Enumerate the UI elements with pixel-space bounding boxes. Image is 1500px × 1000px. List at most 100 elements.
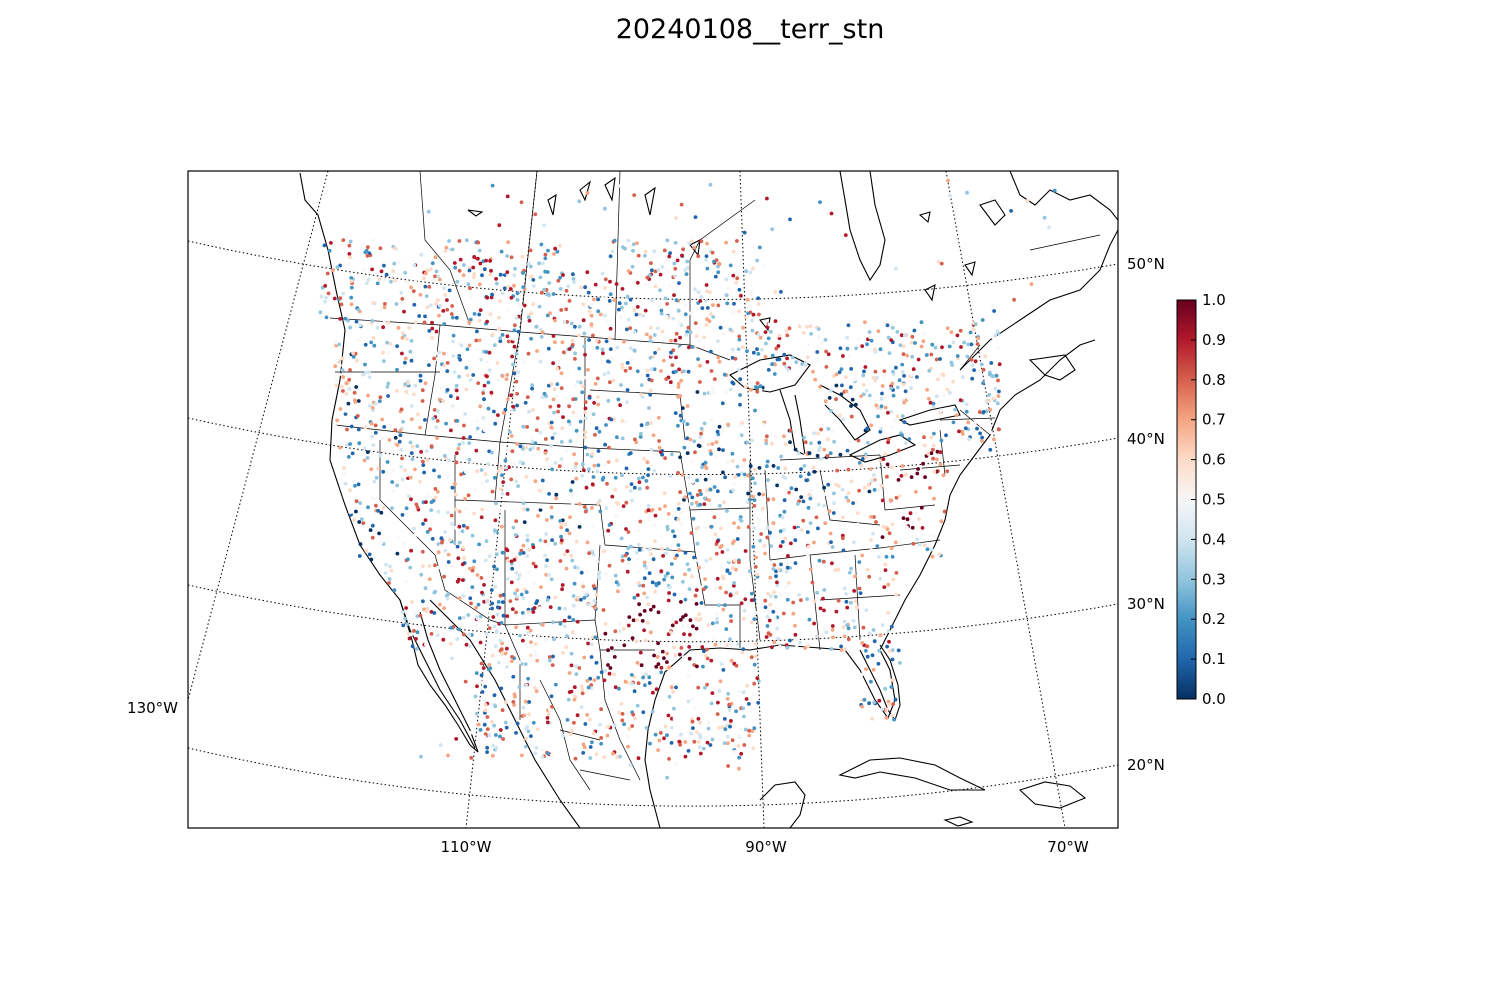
station-point — [547, 655, 552, 659]
station-point — [593, 432, 597, 437]
station-point — [651, 690, 655, 695]
station-point — [567, 671, 572, 675]
station-point — [642, 563, 647, 568]
station-point — [551, 397, 556, 402]
station-point — [522, 451, 527, 456]
station-point — [348, 368, 352, 372]
station-point — [481, 666, 486, 670]
station-point — [583, 400, 588, 405]
station-point — [753, 565, 758, 569]
station-point — [543, 553, 547, 558]
station-point — [766, 336, 771, 341]
station-point — [518, 633, 522, 638]
station-point — [890, 554, 895, 559]
station-point — [643, 253, 647, 258]
station-point — [872, 515, 876, 519]
station-point — [514, 610, 518, 615]
station-point — [1042, 215, 1047, 220]
station-point — [742, 230, 747, 235]
station-point — [761, 492, 766, 497]
station-point — [550, 705, 554, 709]
station-point — [467, 441, 472, 445]
station-point — [652, 469, 657, 473]
station-point — [470, 568, 475, 573]
station-point — [485, 295, 490, 300]
station-point — [543, 256, 548, 261]
station-point — [972, 368, 976, 372]
station-point — [531, 278, 536, 282]
station-point — [732, 521, 736, 525]
station-point — [932, 469, 937, 474]
station-point — [979, 423, 984, 428]
station-point — [773, 594, 778, 599]
station-point — [490, 753, 495, 758]
station-point — [953, 407, 957, 412]
station-point — [676, 517, 681, 522]
station-point — [861, 625, 866, 630]
station-point — [924, 353, 929, 357]
station-point — [392, 588, 397, 593]
station-point — [381, 350, 385, 355]
station-point — [511, 525, 516, 530]
station-point — [801, 499, 806, 504]
station-point — [807, 451, 812, 456]
station-point — [468, 566, 472, 571]
station-point — [439, 385, 443, 390]
station-point — [883, 686, 888, 691]
station-point — [544, 518, 549, 522]
station-point — [406, 557, 410, 562]
station-point — [536, 514, 540, 518]
station-point — [772, 563, 777, 567]
station-point — [637, 547, 642, 552]
station-point — [574, 539, 579, 544]
station-point — [639, 468, 644, 473]
station-point — [758, 387, 763, 392]
station-point — [375, 325, 380, 330]
station-point — [450, 565, 455, 569]
station-point — [652, 249, 657, 254]
station-point — [844, 495, 849, 500]
station-point — [702, 496, 707, 501]
station-point — [743, 385, 748, 389]
station-point — [823, 521, 828, 526]
station-point — [718, 325, 723, 330]
station-point — [834, 383, 839, 388]
station-point — [493, 584, 498, 589]
station-point — [522, 713, 527, 718]
station-point — [547, 281, 552, 285]
station-point — [653, 284, 658, 289]
station-point — [583, 285, 587, 290]
station-point — [890, 713, 895, 718]
station-point — [385, 384, 390, 389]
station-point — [735, 276, 740, 281]
station-point — [349, 276, 354, 280]
station-point — [741, 521, 745, 526]
station-point — [756, 516, 761, 521]
station-point — [565, 528, 569, 532]
station-point — [410, 444, 415, 449]
station-point — [542, 287, 546, 292]
station-point — [563, 522, 568, 527]
station-point — [395, 367, 399, 372]
station-point — [626, 317, 631, 322]
station-point — [979, 362, 984, 367]
station-point — [908, 511, 913, 516]
station-point — [752, 503, 757, 508]
station-point — [528, 248, 533, 253]
station-point — [334, 379, 339, 384]
station-point — [344, 409, 348, 413]
station-point — [625, 561, 630, 566]
station-point — [773, 433, 778, 438]
station-point — [497, 509, 502, 513]
station-point — [666, 512, 671, 516]
station-point — [595, 469, 600, 474]
station-point — [665, 527, 670, 532]
station-point — [677, 367, 681, 372]
station-point — [672, 706, 676, 711]
station-point — [409, 339, 414, 343]
station-point — [556, 278, 561, 283]
station-point — [829, 409, 833, 413]
station-point — [642, 576, 647, 581]
station-point — [373, 423, 378, 428]
station-point — [510, 566, 515, 571]
